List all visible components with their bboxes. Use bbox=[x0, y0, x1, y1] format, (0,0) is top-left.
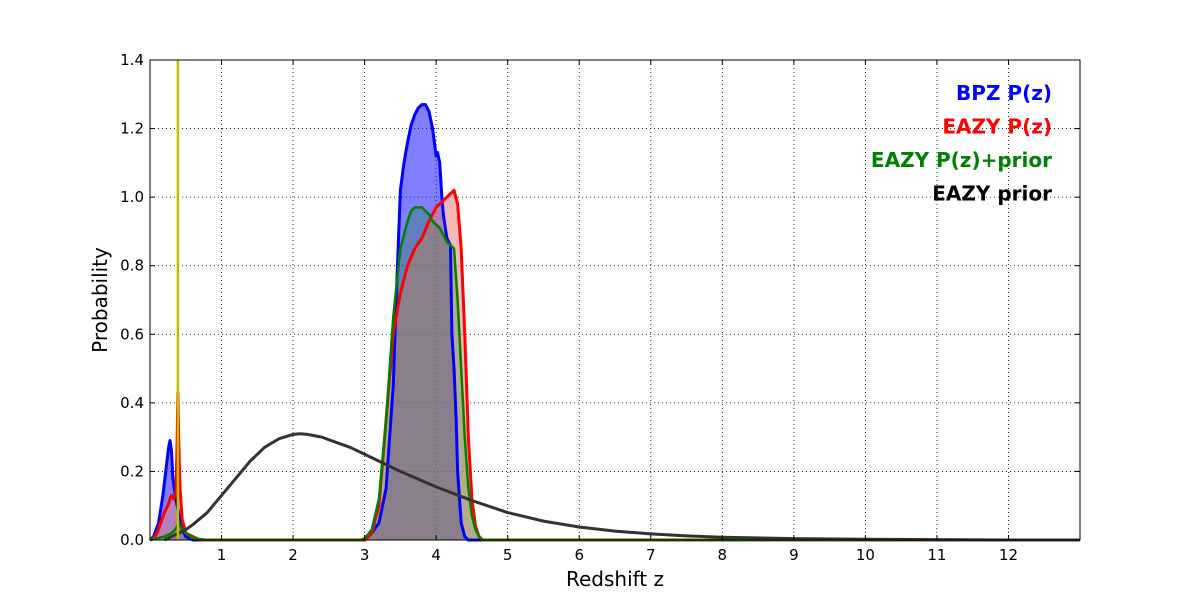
legend-entry: EAZY P(z) bbox=[942, 115, 1052, 139]
x-tick-label: 10 bbox=[856, 546, 875, 564]
x-tick-label: 11 bbox=[927, 546, 946, 564]
legend: BPZ P(z) EAZY P(z) EAZY P(z)+prior EAZY pri… bbox=[871, 81, 1052, 206]
y-tick-label: 0.8 bbox=[120, 257, 144, 275]
x-axis-tick-labels: 1 2 3 4 5 6 7 8 9 10 11 12 bbox=[217, 546, 1018, 564]
y-axis-tick-labels: 0.0 0.2 0.4 0.6 0.8 1.0 1.2 1.4 bbox=[120, 51, 144, 549]
x-tick-label: 8 bbox=[718, 546, 728, 564]
axis-ticks bbox=[150, 59, 1080, 541]
legend-entry: EAZY P(z)+prior bbox=[871, 148, 1052, 172]
series-lines bbox=[148, 103, 1080, 542]
y-tick-label: 1.0 bbox=[120, 188, 144, 206]
x-axis-title: Redshift z bbox=[566, 567, 664, 591]
x-tick-label: 3 bbox=[360, 546, 370, 564]
series-line-bpz-p-z bbox=[148, 103, 1080, 542]
x-tick-label: 4 bbox=[431, 546, 441, 564]
series-line-eazy-p-z-prior bbox=[149, 206, 1080, 542]
legend-entry: EAZY prior bbox=[932, 182, 1052, 206]
series-line-eazy-prior bbox=[163, 432, 1080, 542]
y-tick-label: 0.2 bbox=[120, 462, 144, 480]
x-tick-label: 9 bbox=[789, 546, 799, 564]
x-tick-label: 12 bbox=[999, 546, 1018, 564]
plot-area-frame bbox=[149, 59, 1081, 541]
y-tick-label: 1.2 bbox=[120, 120, 144, 138]
legend-entry: BPZ P(z) bbox=[956, 81, 1052, 105]
grid bbox=[150, 60, 1080, 540]
x-tick-label: 1 bbox=[217, 546, 227, 564]
series-line-eazy-p-z bbox=[149, 188, 1080, 542]
y-tick-label: 0.0 bbox=[120, 531, 144, 549]
y-tick-label: 0.4 bbox=[120, 394, 144, 412]
x-tick-label: 7 bbox=[646, 546, 656, 564]
x-tick-label: 6 bbox=[574, 546, 584, 564]
x-tick-label: 2 bbox=[288, 546, 298, 564]
y-axis-title: Probability bbox=[88, 247, 112, 353]
y-tick-label: 1.4 bbox=[120, 51, 144, 69]
y-tick-label: 0.6 bbox=[120, 325, 144, 343]
x-tick-label: 5 bbox=[503, 546, 513, 564]
